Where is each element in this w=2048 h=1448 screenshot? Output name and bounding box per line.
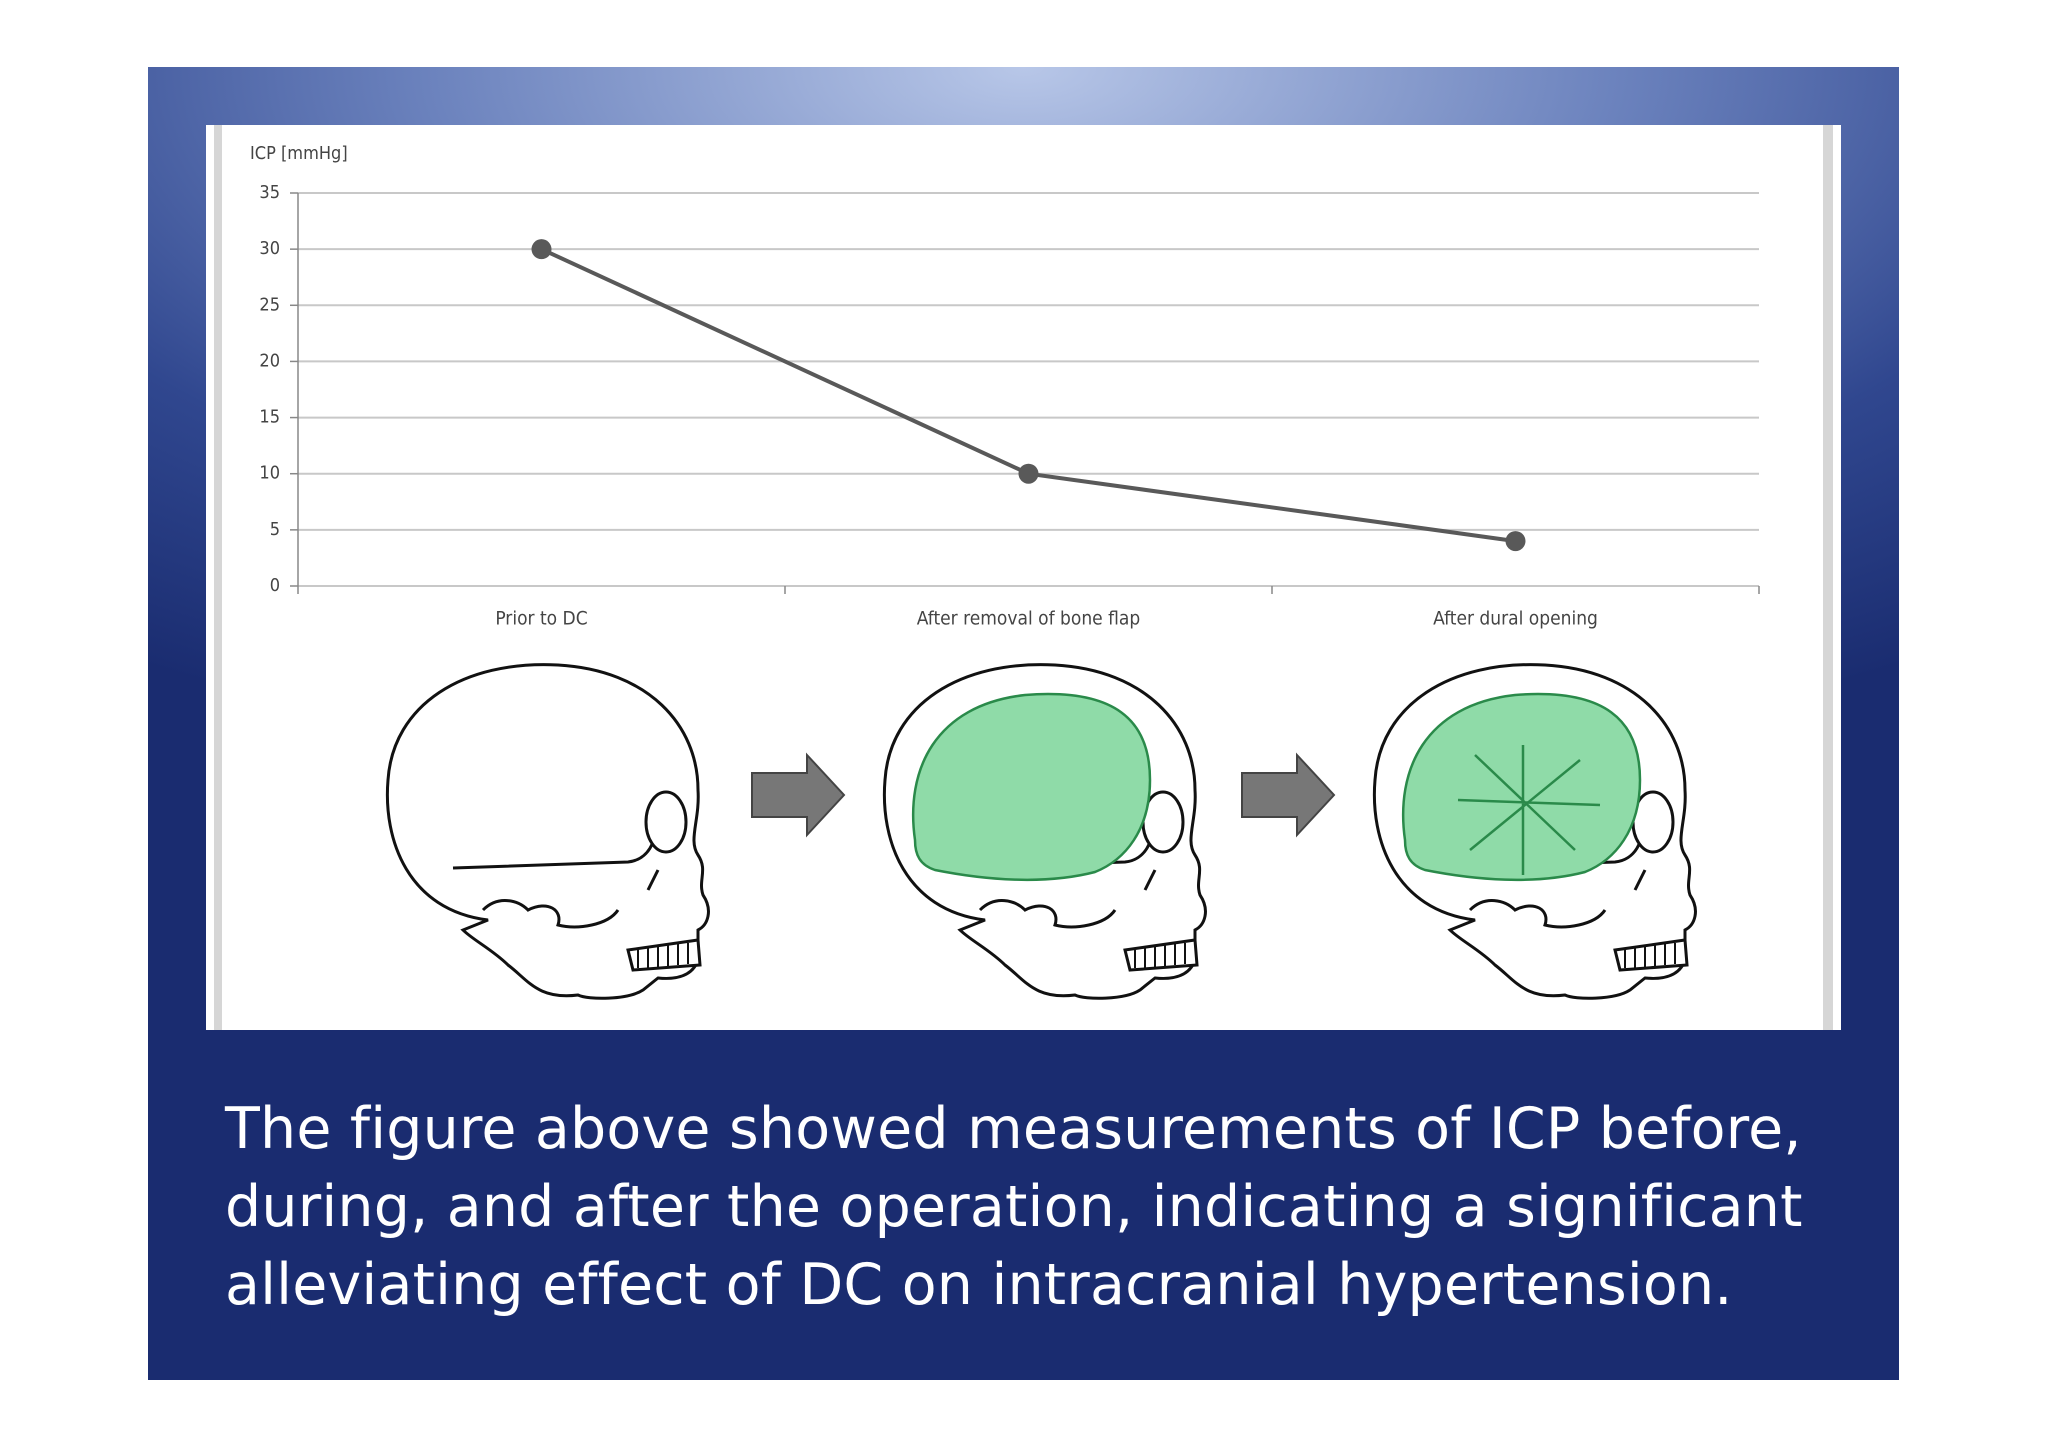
y-tick-label: 25 [259,294,280,315]
y-tick-label: 0 [270,575,280,596]
y-tick-label: 30 [259,238,280,259]
y-tick-label: 15 [259,407,280,428]
y-tick-label: 5 [270,519,280,540]
caption-line: The figure above showed measurements of … [225,1096,1802,1162]
y-axis-label: ICP [mmHg] [250,143,348,164]
caption-line: during, and after the operation, indicat… [225,1174,1803,1240]
skull-illustration [385,663,710,1000]
x-tick-label: After removal of bone flap [917,608,1140,630]
y-tick-label: 35 [259,182,280,203]
data-point [531,239,552,260]
x-tick-label: Prior to DC [495,608,587,630]
y-tick-label: 10 [259,463,280,484]
incision-lines [1457,745,1601,875]
data-line [540,247,1516,544]
y-tick-label: 20 [259,350,280,371]
caption: The figure above showed measurements of … [225,1090,1803,1324]
arrow [1241,754,1335,836]
data-point [1505,531,1526,552]
data-point [1018,463,1039,484]
x-tick-label: After dural opening [1433,608,1598,630]
arrow [751,754,845,836]
caption-line: alleviating effect of DC on intracranial… [225,1252,1733,1318]
